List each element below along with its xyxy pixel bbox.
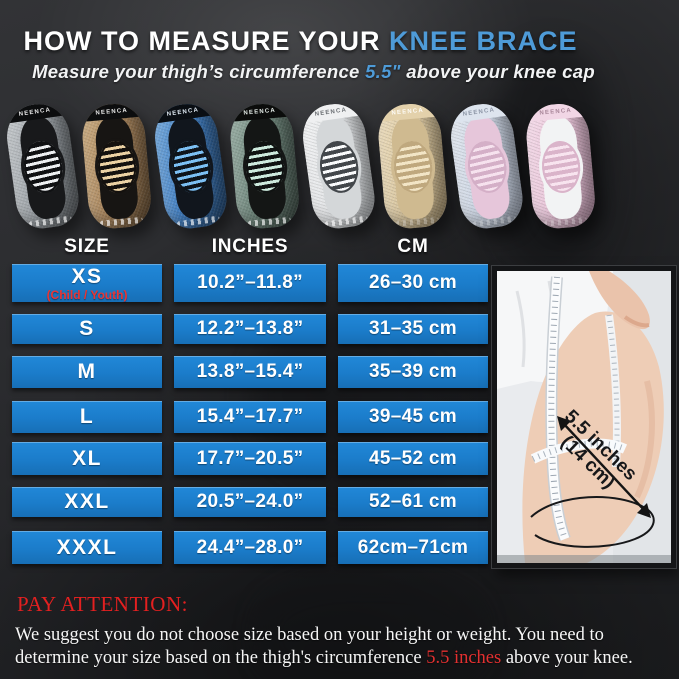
column-header-inches: INCHES (211, 236, 289, 257)
footer-note-post: above your knee. (501, 647, 633, 668)
table-row-l: L 15.4”–17.7” 39–45 cm (12, 401, 488, 433)
thigh-measurement-illustration: 5.5 inches (14 cm) (497, 271, 671, 563)
size-cell: XL (12, 442, 162, 475)
inches-cell: 15.4”–17.7” (174, 401, 326, 433)
background-blur-shape (260, 580, 480, 679)
size-cell: M (12, 356, 162, 388)
knee-brace-image-green: NEENCA (227, 98, 302, 236)
page-title-white: HOW TO MEASURE YOUR (23, 26, 381, 56)
inches-cell: 10.2”–11.8” (174, 264, 326, 302)
page-title-blue: KNEE BRACE (389, 26, 578, 56)
size-cell: XS (Child / Youth) (12, 264, 162, 302)
subtitle-pre: Measure your thigh’s circumference (32, 61, 366, 82)
brace-cuff (395, 216, 440, 227)
product-color-row: NEENCA NEENCA NEENCA NEENCA NEENCA (2, 98, 598, 238)
pay-attention-heading: PAY ATTENTION: (17, 592, 188, 616)
subtitle-measure-value: 5.5" (365, 61, 401, 82)
subtitle-post: above your knee cap (400, 61, 595, 82)
size-cell: S (12, 314, 162, 344)
cm-cell: 39–45 cm (338, 401, 488, 433)
size-note: (Child / Youth) (46, 288, 128, 302)
inches-cell: 12.2”–13.8” (174, 314, 326, 344)
table-row-xxxl: XXXL 24.4”–28.0” 62cm–71cm (12, 531, 488, 564)
table-row-s: S 12.2”–13.8” 31–35 cm (12, 314, 488, 344)
inches-cell: 24.4”–28.0” (174, 531, 326, 564)
brace-cuff (99, 216, 144, 227)
table-row-xxl: XXL 20.5”–24.0” 52–61 cm (12, 487, 488, 517)
thigh-measurement-photo: 5.5 inches (14 cm) (492, 266, 676, 568)
table-row-xs: XS (Child / Youth) 10.2”–11.8” 26–30 cm (12, 264, 488, 302)
brace-cuff (543, 216, 588, 227)
brace-cuff (247, 216, 292, 227)
knee-brace-image-pink: NEENCA (523, 98, 598, 236)
footer-note-pre: We suggest you do not choose size based … (15, 625, 604, 668)
column-header-cm: CM (397, 236, 429, 257)
table-row-m: M 13.8”–15.4” 35–39 cm (12, 356, 488, 388)
footer-note: We suggest you do not choose size based … (15, 624, 671, 670)
inches-cell: 20.5”–24.0” (174, 487, 326, 517)
knee-brace-image-brown: NEENCA (79, 98, 154, 236)
cm-cell: 52–61 cm (338, 487, 488, 517)
column-header-size: SIZE (64, 236, 110, 257)
cm-cell: 45–52 cm (338, 442, 488, 475)
inches-cell: 13.8”–15.4” (174, 356, 326, 388)
table-row-xl: XL 17.7”–20.5” 45–52 cm (12, 442, 488, 475)
cm-cell: 26–30 cm (338, 264, 488, 302)
knee-brace-image-beige: NEENCA (375, 98, 450, 236)
page-subtitle: Measure your thigh’s circumference 5.5" … (0, 61, 679, 83)
cm-cell: 31–35 cm (338, 314, 488, 344)
size-cell: XXL (12, 487, 162, 517)
footer-note-highlight: 5.5 inches (426, 647, 502, 668)
knee-brace-image-blue: NEENCA (150, 98, 231, 236)
knee-brace-image-gray: NEENCA (2, 98, 83, 236)
size-table-header: SIZE INCHES CM (12, 236, 488, 258)
size-label: XS (71, 265, 103, 288)
size-cell: L (12, 401, 162, 433)
inches-cell: 17.7”–20.5” (174, 442, 326, 475)
cm-cell: 35–39 cm (338, 356, 488, 388)
cm-cell: 62cm–71cm (338, 531, 488, 564)
page-title: HOW TO MEASURE YOUR KNEE BRACE (0, 26, 679, 57)
knee-brace-image-white: NEENCA (298, 98, 379, 236)
size-cell: XXXL (12, 531, 162, 564)
knee-brace-image-lavender: NEENCA (446, 98, 527, 236)
